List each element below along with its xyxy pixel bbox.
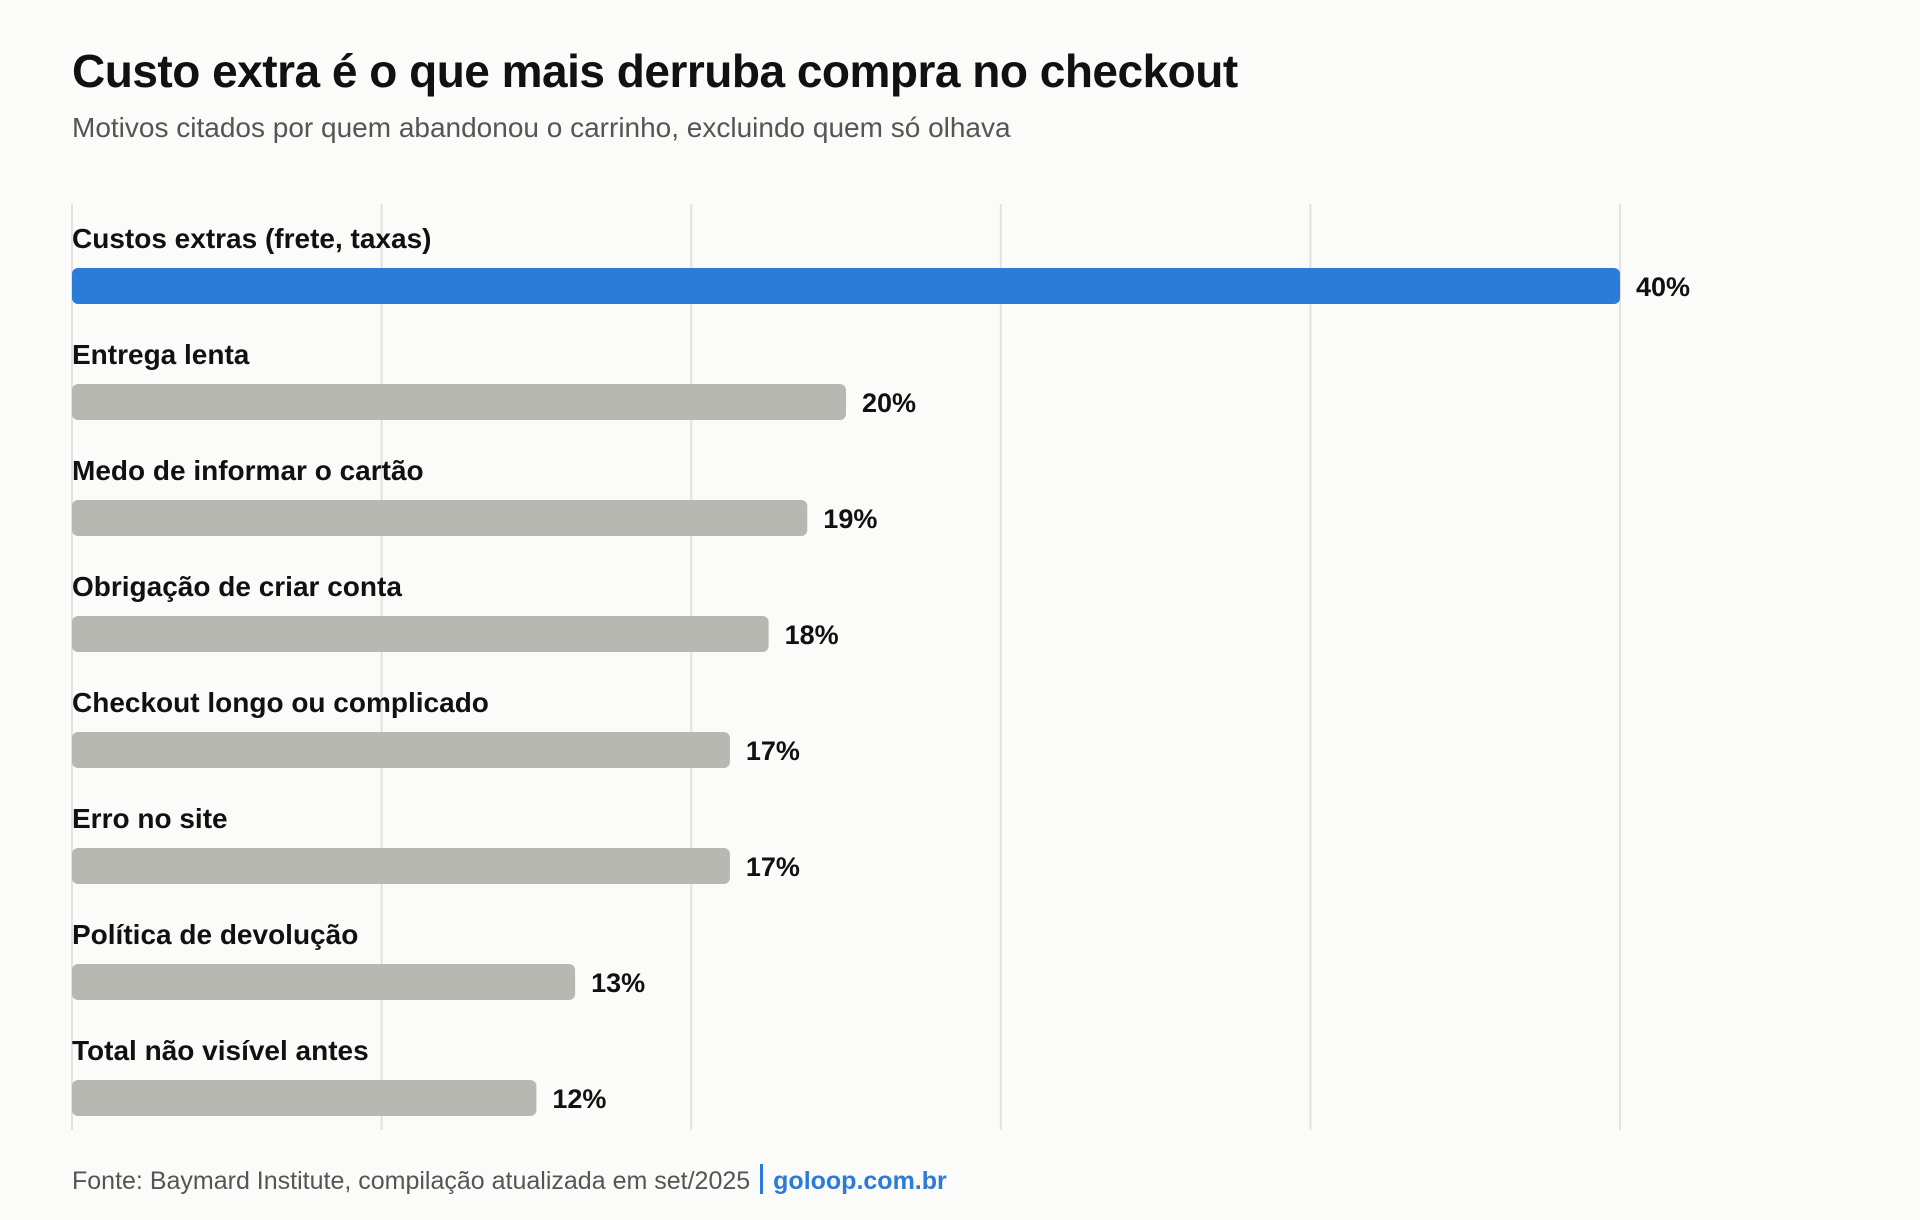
category-label: Custos extras (frete, taxas)	[72, 223, 431, 254]
bar	[72, 848, 730, 884]
category-label: Total não visível antes	[72, 1035, 369, 1066]
bar	[72, 268, 1620, 304]
category-label: Checkout longo ou complicado	[72, 687, 489, 718]
bar-chart: Custos extras (frete, taxas) 40% Entrega l…	[71, 204, 1690, 1130]
value-label: 19%	[823, 504, 877, 534]
category-label: Erro no site	[72, 803, 228, 834]
brand-link[interactable]: goloop.com.br	[773, 1167, 947, 1195]
value-label: 12%	[552, 1084, 606, 1114]
value-label: 17%	[746, 852, 800, 882]
value-label: 18%	[785, 620, 839, 650]
bar	[72, 384, 846, 420]
gridlines	[71, 204, 1621, 1130]
category-label: Obrigação de criar conta	[72, 571, 402, 602]
bar	[72, 732, 730, 768]
bars: Custos extras (frete, taxas) 40% Entrega l…	[72, 223, 1690, 1116]
bar	[72, 500, 808, 536]
category-label: Entrega lenta	[72, 339, 250, 370]
value-label: 20%	[862, 388, 916, 418]
value-label: 17%	[746, 736, 800, 766]
bar	[72, 964, 576, 1000]
chart-footer: Fonte: Baymard Institute, compilação atu…	[72, 1164, 947, 1196]
chart-title: Custo extra é o que mais derruba compra …	[72, 45, 1238, 97]
bar	[72, 616, 769, 652]
value-label: 40%	[1636, 272, 1690, 302]
category-label: Medo de informar o cartão	[72, 455, 424, 486]
bar	[72, 1080, 537, 1116]
value-label: 13%	[591, 968, 645, 998]
footer-separator	[760, 1164, 764, 1194]
chart-subtitle: Motivos citados por quem abandonou o car…	[72, 112, 1011, 143]
source-note: Fonte: Baymard Institute, compilação atu…	[72, 1167, 751, 1195]
category-label: Política de devolução	[72, 919, 358, 950]
